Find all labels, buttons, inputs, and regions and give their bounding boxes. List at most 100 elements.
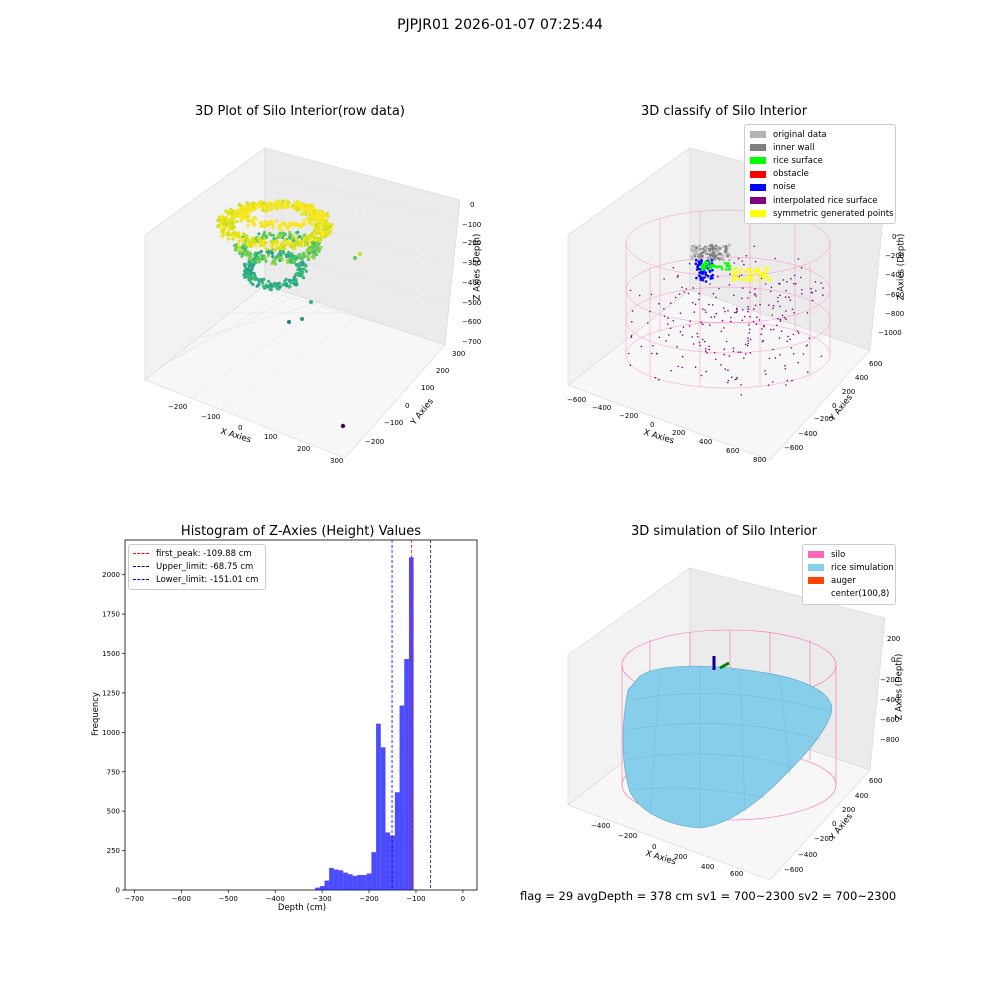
raw-point [270,250,274,254]
raw-point [266,204,270,208]
raw-point [284,282,289,286]
raw-point [259,249,263,254]
noise-point [698,267,702,271]
raw-point [238,207,243,211]
raw-point [294,207,298,212]
interpolated-point [791,379,793,382]
raw-point [224,223,228,227]
raw-point [327,232,331,236]
interpolated-point [778,282,780,285]
symmetric-point [754,270,757,273]
wall-point [719,253,723,256]
histogram-bar [380,747,386,890]
raw-point [289,260,293,264]
raw-point [310,213,314,217]
interpolated-point [811,292,814,294]
raw-point [297,271,301,275]
raw-point [233,214,238,219]
raw-point [263,257,267,261]
histogram-x-tick-label: −500 [219,895,238,903]
noise-point [698,274,701,278]
rice-surface-point [710,265,713,268]
raw-point [216,218,220,223]
raw-point [291,257,295,261]
raw-point [302,203,307,207]
raw-point [247,209,251,213]
raw-point [315,215,319,219]
interpolated-point [656,352,658,355]
noise-point [706,259,710,263]
raw-point [260,238,264,242]
raw-point [232,244,237,248]
raw-point [325,225,329,230]
raw-point [295,272,299,276]
rice-surface-point [728,264,732,268]
raw-point [299,256,304,261]
raw-point [257,257,261,261]
raw-point [232,209,236,213]
raw-point [289,259,293,264]
classify-z-tick: −600 [885,291,905,299]
raw-point [243,247,247,251]
wall-point [711,251,714,254]
raw-point [291,244,295,248]
raw-point [269,282,273,286]
symmetric-point [747,267,750,271]
interpolated-point [723,348,726,351]
rice-surface-point [704,265,707,269]
wall-point [722,258,725,262]
raw-point [311,217,315,222]
simulation-y-tick: 400 [855,792,869,800]
raw-z-tick: −200 [462,239,482,247]
raw-point [256,255,260,259]
wall-point [719,257,723,260]
raw-point [237,214,241,219]
raw-point [309,218,313,222]
raw-point [288,233,292,237]
raw-y-tick: −200 [365,438,385,446]
interpolated-point [682,326,685,329]
raw-point [270,243,274,248]
raw-point [326,214,330,219]
histogram-x-tick-label: −600 [172,895,191,903]
interpolated-point [727,369,729,372]
raw-point [230,224,235,229]
raw-point [314,211,318,216]
wall-point [719,252,722,256]
raw-point [313,242,317,246]
figure-title: PJPJR01 2026-01-07 07:25:44 [397,17,603,33]
histogram-bar [399,705,405,890]
raw-point [314,243,319,247]
raw-point [295,223,299,227]
raw-point [300,261,304,265]
interpolated-point [733,311,736,314]
wall-point [714,249,718,252]
interpolated-point [754,288,756,290]
wall-point [695,246,698,249]
wall-point [708,249,711,252]
interpolated-point [709,324,711,326]
raw-point [320,212,325,217]
raw-point [251,258,255,262]
raw-point [314,238,318,242]
raw-point [245,238,249,242]
raw-z-tick: −400 [462,279,482,287]
raw-point [247,250,251,254]
legend-swatch [750,131,766,139]
raw-point [300,238,305,242]
histogram-bar [390,835,395,890]
wall-point [698,257,701,260]
raw-point [229,223,233,228]
raw-point [322,229,326,233]
classify-x-tick: 0 [650,421,655,429]
wall-point [724,247,728,251]
raw-point [289,244,293,248]
raw-point [310,245,314,249]
symmetric-point [748,276,752,280]
symmetric-point [748,278,752,282]
raw-point [316,216,321,220]
raw-point [280,241,285,245]
wall-point [702,250,705,253]
raw-point [291,257,295,261]
interpolated-point [791,308,794,311]
